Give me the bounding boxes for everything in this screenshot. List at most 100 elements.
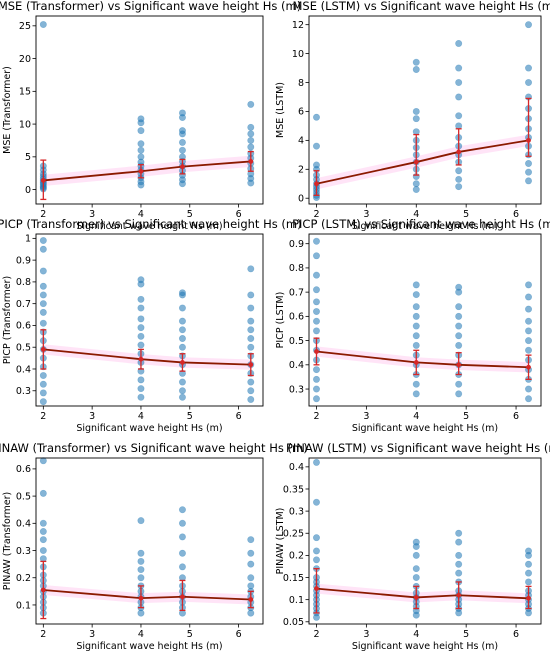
data-point xyxy=(248,266,254,272)
data-point xyxy=(413,539,419,545)
data-point xyxy=(525,386,531,392)
y-tick-label: 20 xyxy=(19,54,31,65)
chart-title: MSE (Transformer) vs Significant wave he… xyxy=(0,0,301,13)
x-tick-label: 5 xyxy=(187,411,193,422)
y-tick-label: 12 xyxy=(292,20,304,31)
data-point xyxy=(313,396,319,402)
x-tick-label: 3 xyxy=(363,629,369,640)
y-axis-label: MSE (Transformer) xyxy=(2,66,13,154)
data-point xyxy=(248,379,254,385)
y-tick-label: 0.1 xyxy=(16,600,31,611)
data-point xyxy=(179,564,185,570)
x-tick-label: 5 xyxy=(187,629,193,640)
confidence-band xyxy=(316,584,528,604)
data-point xyxy=(455,123,461,129)
x-tick-label: 5 xyxy=(463,629,469,640)
data-point xyxy=(248,335,254,341)
y-tick-label: 0.25 xyxy=(283,529,304,540)
confidence-band xyxy=(316,135,528,190)
data-point xyxy=(455,284,461,290)
x-tick-label: 2 xyxy=(313,629,319,640)
data-point xyxy=(138,277,144,283)
data-point xyxy=(455,65,461,71)
data-point xyxy=(179,550,185,556)
chart-title: PINAW (LSTM) vs Significant wave height … xyxy=(286,441,550,455)
data-point xyxy=(313,114,319,120)
data-point xyxy=(525,282,531,288)
data-point xyxy=(525,561,531,567)
data-point xyxy=(455,94,461,100)
data-point xyxy=(248,292,254,298)
data-point xyxy=(40,390,46,396)
y-tick-label: 0.4 xyxy=(289,360,304,371)
x-axis-label: Significant wave height Hs (m) xyxy=(352,423,498,434)
data-point xyxy=(525,396,531,402)
x-tick-label: 6 xyxy=(513,411,519,422)
data-point xyxy=(455,381,461,387)
data-point xyxy=(525,65,531,71)
x-tick-label: 6 xyxy=(236,411,242,422)
trend-marker xyxy=(456,150,461,155)
trend-line xyxy=(43,161,250,180)
data-point xyxy=(525,548,531,554)
trend-marker xyxy=(248,597,253,602)
y-axis-label: PICP (LSTM) xyxy=(275,292,286,349)
data-point xyxy=(179,147,185,153)
data-point xyxy=(413,181,419,187)
data-point xyxy=(455,168,461,174)
trend-marker xyxy=(314,349,319,354)
data-point xyxy=(455,342,461,348)
data-point xyxy=(40,528,46,534)
data-point xyxy=(455,113,461,119)
data-point xyxy=(313,238,319,244)
trend-marker xyxy=(139,357,144,362)
x-tick-label: 6 xyxy=(513,629,519,640)
data-point xyxy=(525,160,531,166)
data-point xyxy=(179,520,185,526)
y-tick-label: 10 xyxy=(19,119,31,130)
data-point xyxy=(40,320,46,326)
data-point xyxy=(248,344,254,350)
y-tick-label: 0.9 xyxy=(16,255,31,266)
data-point xyxy=(179,327,185,333)
data-point xyxy=(455,176,461,182)
x-tick-label: 3 xyxy=(363,411,369,422)
data-point xyxy=(248,318,254,324)
data-point xyxy=(248,101,254,107)
y-tick-label: 0.15 xyxy=(283,573,304,584)
trend-marker xyxy=(414,360,419,365)
data-point xyxy=(138,566,144,572)
data-point xyxy=(525,579,531,585)
data-point xyxy=(248,124,254,130)
data-point xyxy=(413,342,419,348)
y-tick-label: 6 xyxy=(298,107,304,118)
data-point xyxy=(413,282,419,288)
y-axis-label: PINAW (Transformer) xyxy=(2,492,13,590)
data-point xyxy=(138,558,144,564)
data-point xyxy=(413,115,419,121)
data-point xyxy=(138,127,144,133)
x-tick-label: 2 xyxy=(313,411,319,422)
data-point xyxy=(525,318,531,324)
data-point xyxy=(525,570,531,576)
chart-title: MSE (LSTM) vs Significant wave height Hs… xyxy=(293,0,550,13)
data-point xyxy=(313,557,319,563)
data-point xyxy=(455,570,461,576)
data-point xyxy=(138,575,144,581)
x-axis-label: Significant wave height Hs (m) xyxy=(352,641,498,652)
axes-frame xyxy=(309,234,541,406)
data-point xyxy=(138,141,144,147)
data-point xyxy=(179,318,185,324)
y-tick-label: 2 xyxy=(298,165,304,176)
data-point xyxy=(313,287,319,293)
y-tick-label: 0.4 xyxy=(16,519,31,530)
y-tick-label: 0.4 xyxy=(289,462,304,473)
data-point xyxy=(179,394,185,400)
data-point xyxy=(313,459,319,465)
trend-marker xyxy=(41,347,46,352)
data-point xyxy=(313,548,319,554)
data-point xyxy=(138,377,144,383)
data-point xyxy=(40,381,46,387)
trend-marker xyxy=(180,594,185,599)
trend-marker xyxy=(248,159,253,164)
